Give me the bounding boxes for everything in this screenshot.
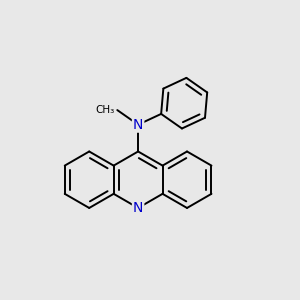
Text: N: N (133, 118, 143, 132)
Text: N: N (133, 201, 143, 215)
Text: CH₃: CH₃ (96, 105, 115, 115)
